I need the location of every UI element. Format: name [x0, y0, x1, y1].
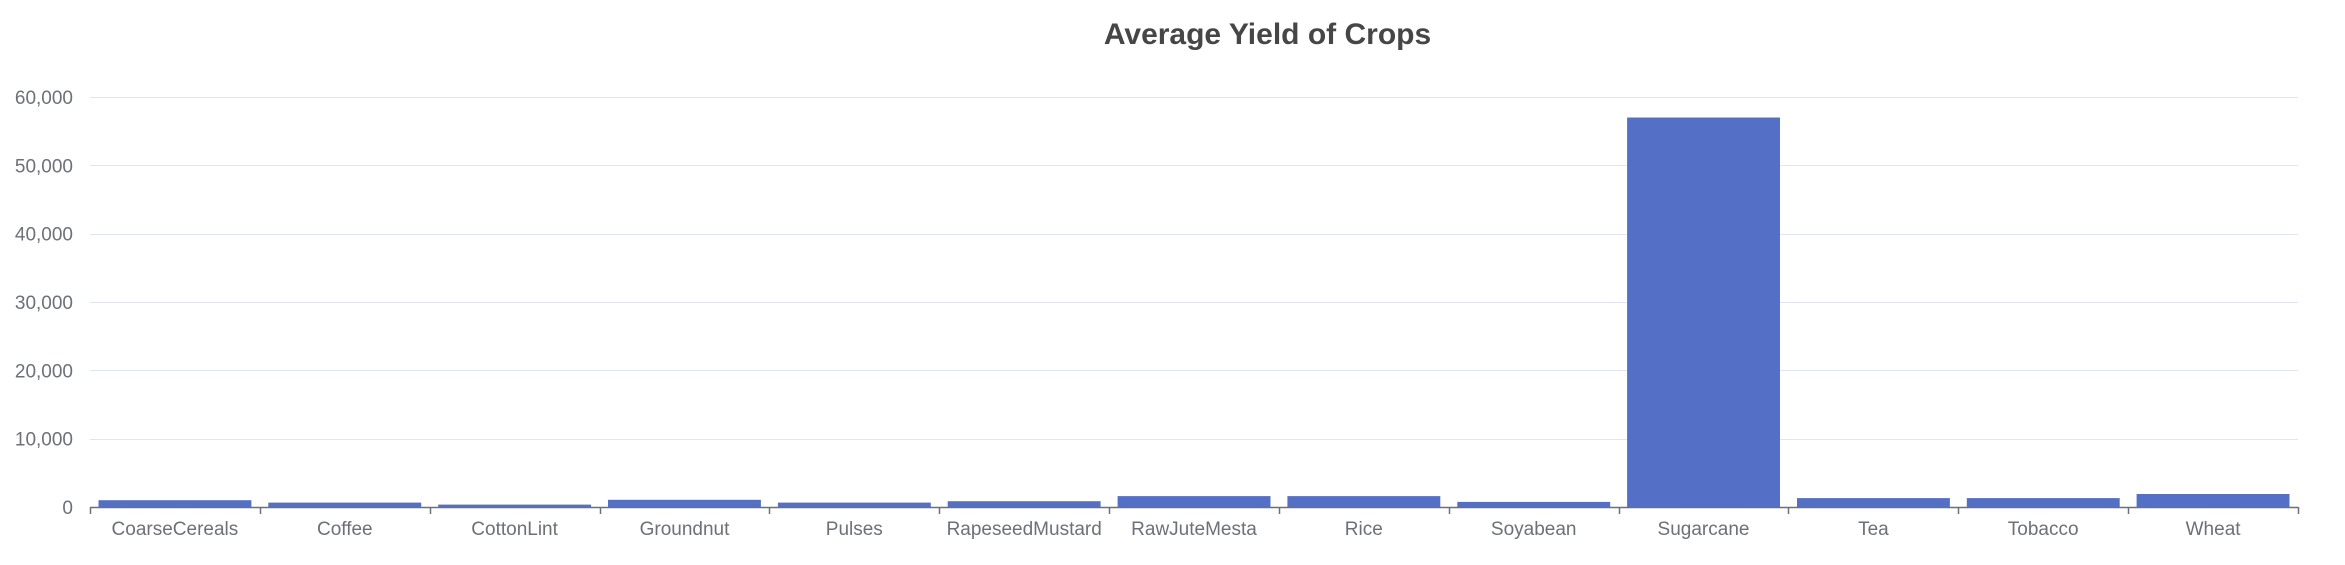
bar-rice: [1287, 496, 1441, 507]
bar-pulses: [777, 502, 931, 507]
bar-coarsecereals: [98, 500, 252, 507]
x-tick-label: Wheat: [2186, 519, 2242, 540]
bar-sugarcane: [1627, 117, 1780, 507]
x-axis-labels: CoarseCereals Coffee CottonLint Groundnut Pu…: [112, 519, 2242, 540]
chart-title: Average Yield of Crops: [1103, 18, 1432, 51]
y-tick-label: 0: [62, 498, 73, 519]
x-tick-label: Tobacco: [2008, 519, 2079, 540]
bar-soyabean: [1457, 501, 1611, 507]
bar-coffee: [268, 502, 422, 507]
bar-tobacco: [1966, 498, 2120, 507]
bar-rawjutemesta: [1117, 496, 1271, 507]
x-tick-label: Rice: [1345, 519, 1383, 540]
x-tick-label: CottonLint: [471, 519, 558, 540]
bar-wheat: [2136, 494, 2290, 507]
x-tick-label: Sugarcane: [1658, 519, 1750, 540]
bar-cottonlint: [438, 504, 592, 507]
x-tick-label: RawJuteMesta: [1131, 519, 1257, 540]
bars: [98, 117, 2290, 507]
y-tick-label: 50,000: [15, 156, 73, 177]
y-tick-label: 10,000: [15, 430, 73, 451]
x-tick-label: CoarseCereals: [112, 519, 239, 540]
y-tick-label: 40,000: [15, 225, 73, 246]
bar-groundnut: [608, 499, 761, 507]
x-tick-label: Soyabean: [1491, 519, 1577, 540]
x-tick-label: Groundnut: [640, 519, 731, 540]
y-tick-label: 60,000: [15, 88, 73, 109]
y-tick-label: 30,000: [15, 293, 73, 314]
x-tick-label: Pulses: [826, 519, 883, 540]
bar-tea: [1797, 498, 1950, 507]
x-tick-label: Tea: [1858, 519, 1889, 540]
bar-rapeseedmustard: [947, 501, 1101, 507]
x-tick-label: Coffee: [317, 519, 373, 540]
x-axis: [89, 506, 2300, 514]
y-tick-label: 20,000: [15, 361, 73, 382]
grid-lines: [90, 97, 2298, 440]
y-axis-labels: 0 10,000 20,000 30,000 40,000 50,000 60,000: [15, 88, 73, 519]
x-tick-label: RapeseedMustard: [947, 519, 1102, 540]
